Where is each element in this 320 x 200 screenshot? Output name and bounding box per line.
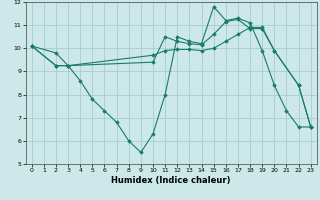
X-axis label: Humidex (Indice chaleur): Humidex (Indice chaleur) (111, 176, 231, 185)
